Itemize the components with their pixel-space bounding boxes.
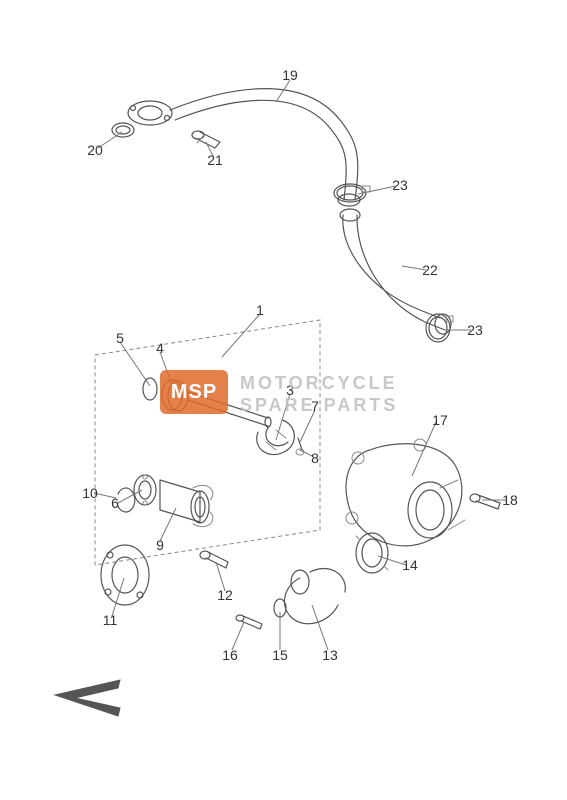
part-oring-20 [112,123,134,137]
callout-9: 9 [156,537,164,553]
callout-20: 20 [87,142,103,158]
callout-10: 10 [82,485,98,501]
callout-17: 17 [432,412,448,428]
watermark-text: MOTORCYCLE SPARE PARTS [240,372,398,416]
callout-11: 11 [103,612,118,628]
callout-12: 12 [217,587,233,603]
callout-21: 21 [207,152,223,168]
callout-16: 16 [222,647,238,663]
callout-5: 5 [116,330,124,346]
diagram-canvas: 13456789101112131415161718192021222323 M… [0,0,567,800]
callout-15: 15 [272,647,288,663]
watermark-line2: SPARE PARTS [240,394,398,416]
callout-1: 1 [256,302,264,318]
callout-13: 13 [322,647,338,663]
callout-23: 23 [467,322,483,338]
part-bearing-housing [118,475,213,527]
part-inlet-connector [236,533,388,629]
callout-6: 6 [111,495,119,511]
callout-4: 4 [156,340,164,356]
watermark-badge: MSP [160,370,228,414]
direction-arrow [55,680,120,716]
part-bolt-18 [470,494,500,509]
part-gasket-11 [101,545,149,605]
watermark-line1: MOTORCYCLE [240,372,398,394]
leader-lines [94,80,506,650]
callout-8: 8 [311,450,319,466]
assembly-box [95,320,320,565]
callout-14: 14 [402,557,418,573]
callout-19: 19 [282,67,298,83]
part-bolt-21 [192,131,220,148]
part-bolt-12 [200,551,228,568]
part-pipe-upper [128,89,360,206]
callout-22: 22 [422,262,438,278]
callout-23: 23 [392,177,408,193]
callout-18: 18 [502,492,518,508]
part-cover-17 [346,439,465,546]
